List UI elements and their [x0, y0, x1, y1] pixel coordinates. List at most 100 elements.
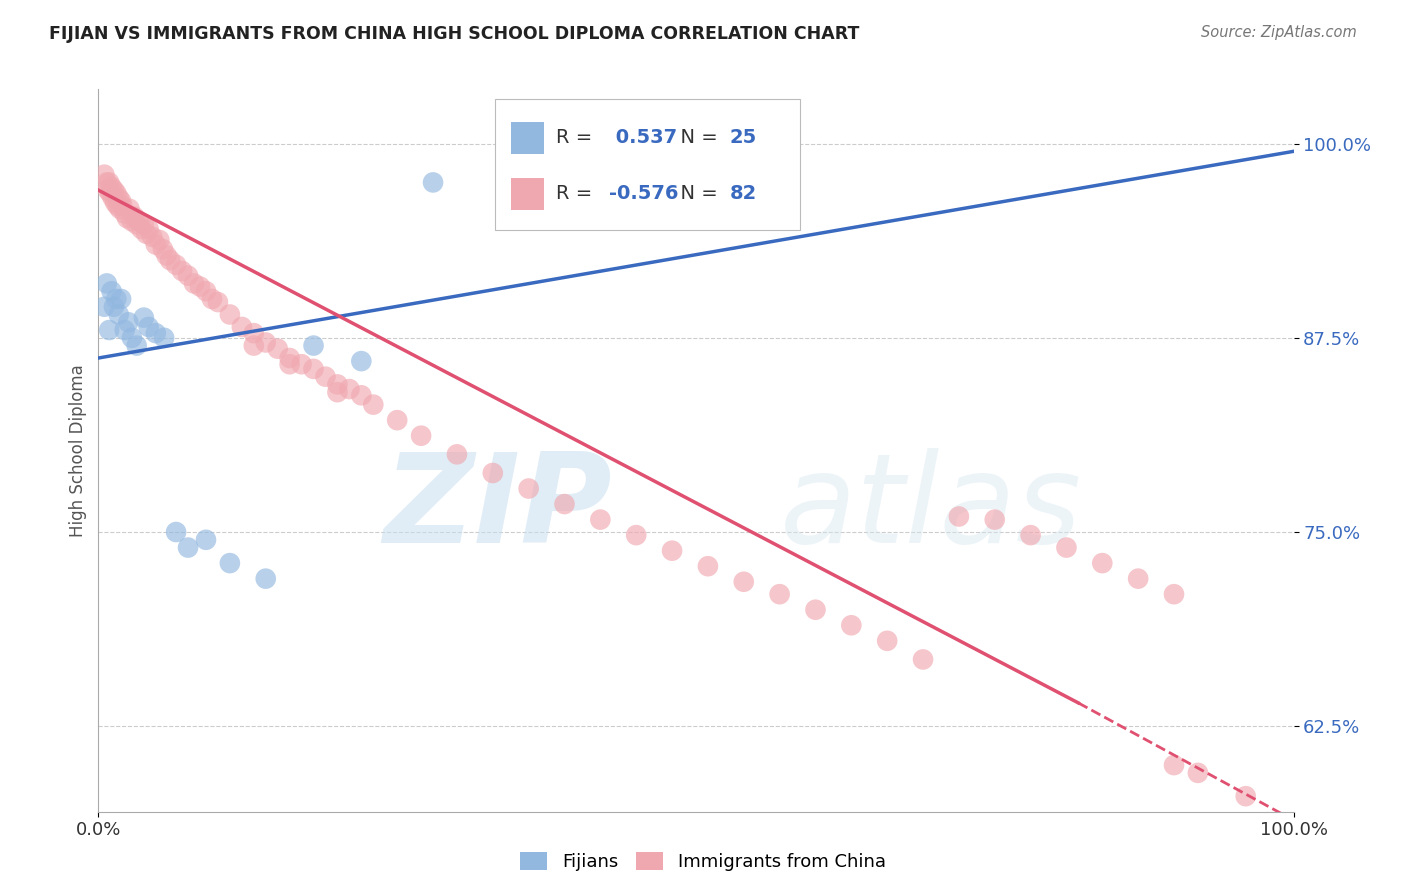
Text: 25: 25 — [730, 128, 756, 147]
Legend: Fijians, Immigrants from China: Fijians, Immigrants from China — [513, 845, 893, 879]
Point — [125, 218, 148, 232]
Point — [125, 338, 148, 352]
Text: N =: N = — [668, 185, 724, 203]
Point — [165, 258, 187, 272]
Point — [278, 351, 301, 365]
Point — [876, 633, 898, 648]
Point — [554, 497, 576, 511]
Point — [153, 331, 176, 345]
Point — [152, 242, 174, 256]
Point — [733, 574, 755, 589]
Point — [98, 176, 121, 190]
Point — [1163, 587, 1185, 601]
Point — [165, 524, 187, 539]
Point — [93, 300, 115, 314]
Point — [1019, 528, 1042, 542]
Text: FIJIAN VS IMMIGRANTS FROM CHINA HIGH SCHOOL DIPLOMA CORRELATION CHART: FIJIAN VS IMMIGRANTS FROM CHINA HIGH SCH… — [49, 25, 859, 43]
Point — [103, 300, 125, 314]
Point — [115, 211, 138, 226]
Point — [105, 292, 128, 306]
Point — [145, 237, 167, 252]
Point — [117, 315, 139, 329]
Point — [132, 310, 155, 325]
Point — [121, 331, 143, 345]
Point — [105, 186, 128, 201]
Point — [363, 398, 385, 412]
Bar — [510, 121, 544, 153]
Point — [697, 559, 720, 574]
Point — [183, 277, 205, 291]
Point — [110, 292, 132, 306]
Point — [103, 183, 125, 197]
Point — [107, 191, 129, 205]
Text: -0.576: -0.576 — [609, 185, 678, 203]
Point — [411, 428, 433, 442]
Point — [1091, 556, 1114, 570]
Point — [138, 222, 160, 236]
Point — [278, 357, 301, 371]
Point — [446, 447, 468, 461]
Point — [207, 295, 229, 310]
Point — [350, 354, 373, 368]
Point — [302, 338, 325, 352]
Point — [231, 320, 253, 334]
Point — [326, 385, 349, 400]
Point — [148, 233, 170, 247]
Point — [145, 326, 167, 340]
Point — [100, 284, 122, 298]
Text: R =: R = — [557, 128, 599, 147]
Point — [159, 253, 181, 268]
Point — [1163, 758, 1185, 772]
Point — [177, 541, 200, 555]
Point — [132, 218, 155, 232]
Point — [1187, 765, 1209, 780]
Point — [661, 543, 683, 558]
Point — [128, 214, 150, 228]
Point — [138, 320, 160, 334]
Text: 0.537: 0.537 — [609, 128, 676, 147]
Point — [155, 248, 177, 262]
Text: ZIP: ZIP — [384, 448, 613, 569]
Point — [201, 292, 224, 306]
Point — [1056, 541, 1078, 555]
Text: Source: ZipAtlas.com: Source: ZipAtlas.com — [1201, 25, 1357, 40]
Point — [110, 194, 132, 208]
Point — [107, 199, 129, 213]
Bar — [510, 178, 544, 210]
Point — [118, 202, 141, 216]
Point — [188, 279, 211, 293]
Point — [114, 206, 136, 220]
Point — [243, 326, 266, 340]
Point — [131, 222, 153, 236]
Point — [254, 572, 277, 586]
Point — [96, 176, 118, 190]
Text: 82: 82 — [730, 185, 756, 203]
Point — [984, 513, 1007, 527]
Point — [93, 168, 115, 182]
Point — [135, 227, 157, 241]
Point — [804, 603, 827, 617]
Point — [291, 357, 314, 371]
Point — [121, 214, 143, 228]
Point — [107, 308, 129, 322]
Point — [517, 482, 540, 496]
Point — [254, 335, 277, 350]
Point — [96, 277, 118, 291]
Point — [172, 264, 194, 278]
Point — [315, 369, 337, 384]
Point — [219, 556, 242, 570]
Point — [841, 618, 863, 632]
Y-axis label: High School Diploma: High School Diploma — [69, 364, 87, 537]
Point — [1128, 572, 1150, 586]
Point — [589, 513, 612, 527]
Point — [111, 199, 134, 213]
Point — [422, 176, 444, 190]
Point — [141, 229, 163, 244]
Point — [98, 186, 122, 201]
Point — [948, 509, 970, 524]
Point — [302, 362, 325, 376]
Point — [339, 382, 361, 396]
Point — [100, 180, 122, 194]
Point — [350, 388, 373, 402]
Point — [326, 377, 349, 392]
